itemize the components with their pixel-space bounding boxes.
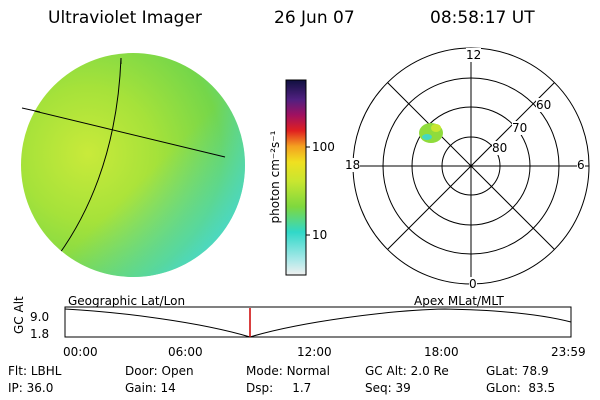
track-xtick-1: 06:00 bbox=[168, 345, 203, 359]
lat-label-80: 80 bbox=[492, 141, 508, 155]
info-dsp: Dsp: 1.7 bbox=[246, 381, 312, 395]
track-axis-label: GC Alt bbox=[12, 296, 26, 334]
colorbar-tick-100: 100 bbox=[312, 140, 335, 154]
info-mode: Mode: Normal bbox=[246, 364, 330, 378]
track-xtick-3: 18:00 bbox=[424, 345, 459, 359]
track-ymin-label: 1.8 bbox=[30, 327, 50, 341]
lat-label-60: 60 bbox=[536, 98, 552, 112]
time-label: 08:58:17 UT bbox=[430, 8, 535, 28]
info-ip: IP: 36.0 bbox=[8, 381, 54, 395]
mlt-label-6: 6 bbox=[577, 158, 585, 172]
track-left-title: Geographic Lat/Lon bbox=[68, 294, 186, 308]
uv-image-panel bbox=[21, 53, 245, 277]
info-gc-alt: GC Alt: 2.0 Re bbox=[365, 364, 449, 378]
date-label: 26 Jun 07 bbox=[274, 8, 355, 28]
orbit-track-plot bbox=[64, 306, 572, 338]
mlt-label-12: 12 bbox=[466, 48, 482, 62]
info-glon: GLon: 83.5 bbox=[486, 381, 556, 395]
track-right-title: Apex MLat/MLT bbox=[414, 294, 504, 308]
track-xtick-4: 23:59 bbox=[551, 345, 586, 359]
info-door: Door: Open bbox=[125, 364, 194, 378]
track-xtick-0: 00:00 bbox=[63, 345, 98, 359]
mlt-label-18: 18 bbox=[345, 158, 361, 172]
color-bar bbox=[285, 79, 310, 276]
altitude-curve bbox=[64, 308, 572, 338]
info-gain: Gain: 14 bbox=[125, 381, 176, 395]
aurora-spot bbox=[419, 123, 443, 143]
track-ymax-label: 9.0 bbox=[30, 310, 50, 324]
latitude-line bbox=[21, 107, 226, 158]
info-glat: GLat: 78.9 bbox=[486, 364, 549, 378]
mlt-label-0: 0 bbox=[469, 277, 477, 291]
info-filter: Flt: LBHL bbox=[8, 364, 62, 378]
instrument-title: Ultraviolet Imager bbox=[48, 8, 202, 28]
info-seq: Seq: 39 bbox=[365, 381, 411, 395]
track-xtick-2: 12:00 bbox=[297, 345, 332, 359]
colorbar-unit-label: photon cm⁻²s⁻¹ bbox=[268, 130, 282, 224]
lat-label-70: 70 bbox=[512, 121, 528, 135]
colorbar-tick-10: 10 bbox=[312, 228, 328, 242]
polar-plot bbox=[352, 47, 590, 285]
